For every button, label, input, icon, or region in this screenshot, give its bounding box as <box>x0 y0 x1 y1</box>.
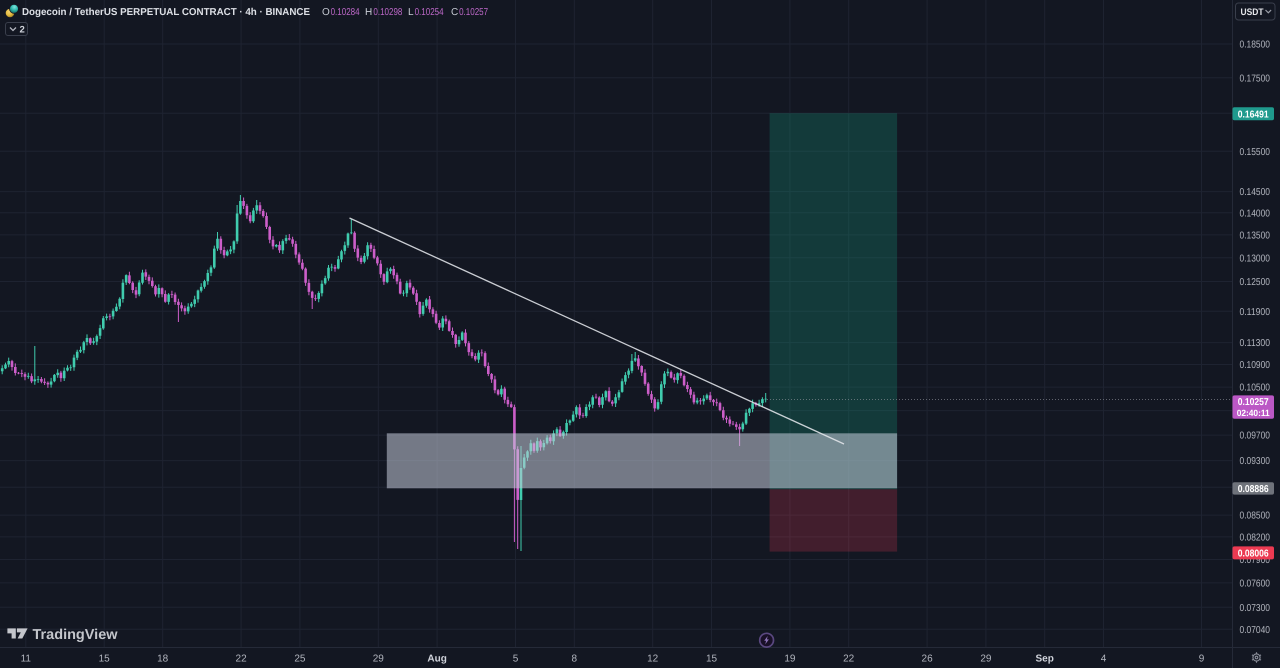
svg-text:Sep: Sep <box>1036 654 1054 665</box>
svg-text:0.13000: 0.13000 <box>1240 253 1271 264</box>
svg-text:0.07300: 0.07300 <box>1240 603 1271 614</box>
svg-text:2: 2 <box>20 25 25 36</box>
svg-text:22: 22 <box>843 654 855 665</box>
svg-text:0.10257: 0.10257 <box>1238 397 1269 408</box>
svg-text:18: 18 <box>157 654 169 665</box>
svg-text:29: 29 <box>373 654 385 665</box>
svg-text:0.14000: 0.14000 <box>1240 208 1271 219</box>
svg-text:0.10900: 0.10900 <box>1240 360 1271 371</box>
svg-text:15: 15 <box>706 654 718 665</box>
svg-text:29: 29 <box>980 654 992 665</box>
svg-text:0.08500: 0.08500 <box>1240 511 1271 522</box>
svg-text:O: O <box>322 7 330 18</box>
svg-text:0.07040: 0.07040 <box>1240 625 1271 636</box>
svg-text:USDT: USDT <box>1241 7 1264 18</box>
svg-text:02:40:11: 02:40:11 <box>1237 408 1270 418</box>
svg-text:0.18500: 0.18500 <box>1240 40 1271 51</box>
svg-text:0.09700: 0.09700 <box>1240 431 1271 442</box>
svg-text:11: 11 <box>21 654 32 665</box>
svg-text:19: 19 <box>784 654 796 665</box>
svg-text:Dogecoin / TetherUS PERPETUAL: Dogecoin / TetherUS PERPETUAL CONTRACT ·… <box>22 7 310 18</box>
svg-text:0.11300: 0.11300 <box>1240 338 1271 349</box>
svg-text:0.07900: 0.07900 <box>1240 555 1271 566</box>
svg-text:Aug: Aug <box>427 654 446 665</box>
svg-text:0.16491: 0.16491 <box>1238 109 1269 120</box>
svg-text:0.13500: 0.13500 <box>1240 231 1271 242</box>
svg-text:26: 26 <box>922 654 934 665</box>
svg-text:4: 4 <box>1101 654 1107 665</box>
svg-text:0.08200: 0.08200 <box>1240 533 1271 544</box>
svg-text:TradingView: TradingView <box>33 627 119 643</box>
svg-text:0.10257: 0.10257 <box>459 7 488 18</box>
svg-text:0.14500: 0.14500 <box>1240 187 1271 198</box>
svg-text:C: C <box>451 7 458 18</box>
svg-text:12: 12 <box>647 654 659 665</box>
svg-text:0.17500: 0.17500 <box>1240 73 1271 84</box>
svg-text:22: 22 <box>236 654 248 665</box>
svg-text:0.11900: 0.11900 <box>1240 307 1271 318</box>
svg-text:25: 25 <box>294 654 306 665</box>
svg-text:0.08006: 0.08006 <box>1238 549 1269 560</box>
svg-text:15: 15 <box>99 654 111 665</box>
svg-text:0.10500: 0.10500 <box>1240 383 1271 394</box>
svg-text:0.12500: 0.12500 <box>1240 277 1271 288</box>
svg-text:H: H <box>365 7 372 18</box>
svg-text:9: 9 <box>1199 654 1205 665</box>
svg-text:0.10284: 0.10284 <box>331 7 360 18</box>
svg-text:5: 5 <box>513 654 519 665</box>
svg-text:0.08886: 0.08886 <box>1238 484 1269 495</box>
svg-text:0.07600: 0.07600 <box>1240 579 1271 590</box>
svg-text:0.09300: 0.09300 <box>1240 456 1271 467</box>
svg-text:0.10298: 0.10298 <box>373 7 402 18</box>
svg-text:0.10254: 0.10254 <box>415 7 444 18</box>
svg-text:0.15500: 0.15500 <box>1240 147 1271 158</box>
svg-text:8: 8 <box>572 654 578 665</box>
svg-text:L: L <box>408 7 414 18</box>
